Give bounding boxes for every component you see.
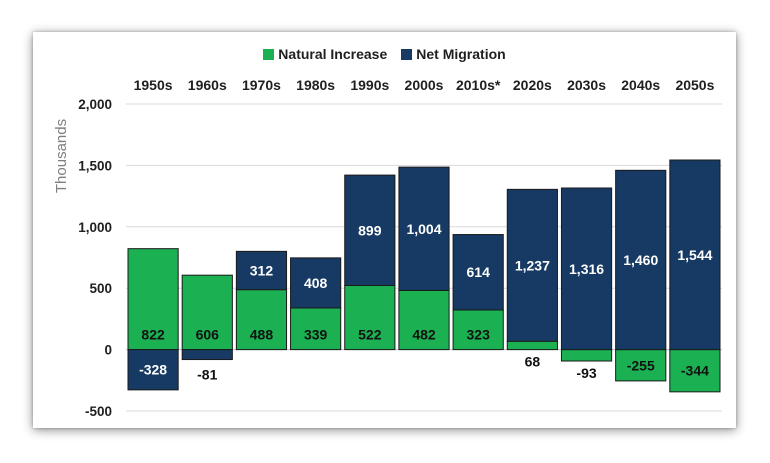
bar-data-label: 1,316 — [569, 261, 604, 277]
bar-segment — [506, 188, 558, 342]
bar-data-label: 408 — [304, 275, 328, 291]
category-label: 2010s* — [456, 77, 501, 93]
bar-segment — [615, 349, 667, 382]
bar-segment — [127, 349, 179, 391]
legend-swatch-net-migration — [401, 48, 413, 60]
category-label: 1950s — [134, 77, 173, 93]
category-label: 1970s — [242, 77, 281, 93]
bar-segment — [669, 349, 721, 393]
bars — [127, 159, 721, 393]
bar-data-label: 1,460 — [623, 252, 658, 268]
bar-segment — [398, 289, 450, 351]
bar-data-label: -328 — [139, 362, 167, 378]
category-label: 1960s — [188, 77, 227, 93]
bar-data-label: -81 — [197, 367, 217, 383]
bar-data-labels: 822 -328 606 -81 488 312 339 408 522 899 482 1,004 3… — [139, 221, 713, 383]
y-tick-label: 1,500 — [78, 158, 112, 173]
bar-data-label: 488 — [250, 327, 274, 343]
stacked-bar-chart: 822 -328 606 -81 488 312 339 408 522 899 482 1,004 3… — [53, 77, 722, 419]
bar-segment — [398, 166, 450, 291]
bar-data-label: 323 — [467, 327, 491, 343]
chart-legend: Natural Increase Net Migration — [33, 46, 736, 62]
bar-segment — [290, 257, 342, 309]
y-tick-label: 0 — [104, 343, 112, 358]
category-label: 2050s — [675, 77, 714, 93]
legend-swatch-natural-increase — [263, 48, 275, 60]
bar-data-label: 68 — [525, 354, 541, 370]
bar-segment — [290, 307, 342, 351]
bar-segment — [127, 248, 179, 351]
bar-data-label: 522 — [358, 327, 382, 343]
bar-segment — [560, 187, 613, 351]
bar-data-label: 899 — [358, 222, 382, 238]
bar-segment — [235, 289, 288, 351]
category-label: 2000s — [405, 77, 444, 93]
category-label: 1990s — [350, 77, 389, 93]
y-tick-label: 1,000 — [78, 220, 112, 235]
category-label: 2020s — [513, 77, 552, 93]
bar-segment — [344, 174, 396, 286]
bar-data-label: 614 — [467, 264, 491, 280]
bar-segment — [560, 349, 613, 362]
category-labels: 1950s 1960s 1970s 1980s 1990s 2000s 2010s* 2020… — [134, 77, 715, 93]
category-label: 1980s — [296, 77, 335, 93]
bar-data-label: -93 — [576, 365, 596, 381]
bar-data-label: 1,004 — [406, 221, 441, 237]
y-tick-label: 2,000 — [78, 97, 112, 112]
legend-entry-net-migration: Net Migration — [401, 46, 506, 62]
category-label: 2040s — [621, 77, 660, 93]
bar-data-label: 339 — [304, 327, 328, 343]
bar-data-label: 1,544 — [677, 247, 712, 263]
bar-data-label: 482 — [412, 327, 436, 343]
bar-segment — [181, 349, 233, 361]
bar-data-label: 822 — [141, 327, 165, 343]
bar-segment — [615, 169, 667, 351]
bar-data-label: -255 — [627, 357, 655, 373]
bar-segment — [506, 340, 558, 351]
y-axis-label: Thousands — [53, 119, 70, 193]
y-axis-ticks: -500 0 500 1,000 1,500 2,000 — [78, 97, 112, 419]
bar-segment — [235, 250, 288, 291]
legend-label-natural-increase: Natural Increase — [278, 46, 388, 62]
category-label: 2030s — [567, 77, 606, 93]
legend-entry-natural-increase: Natural Increase — [263, 46, 387, 62]
bar-segment — [452, 234, 504, 311]
y-tick-label: 500 — [89, 281, 112, 296]
bar-segment — [669, 159, 721, 351]
y-tick-label: -500 — [85, 404, 112, 419]
bar-data-label: 312 — [250, 263, 274, 279]
bar-data-label: -344 — [681, 363, 709, 379]
bar-data-label: 1,237 — [515, 257, 550, 273]
legend-label-net-migration: Net Migration — [416, 46, 506, 62]
chart-card: Natural Increase Net Migration 822 -328 60… — [33, 32, 736, 428]
bar-data-label: 606 — [196, 327, 220, 343]
